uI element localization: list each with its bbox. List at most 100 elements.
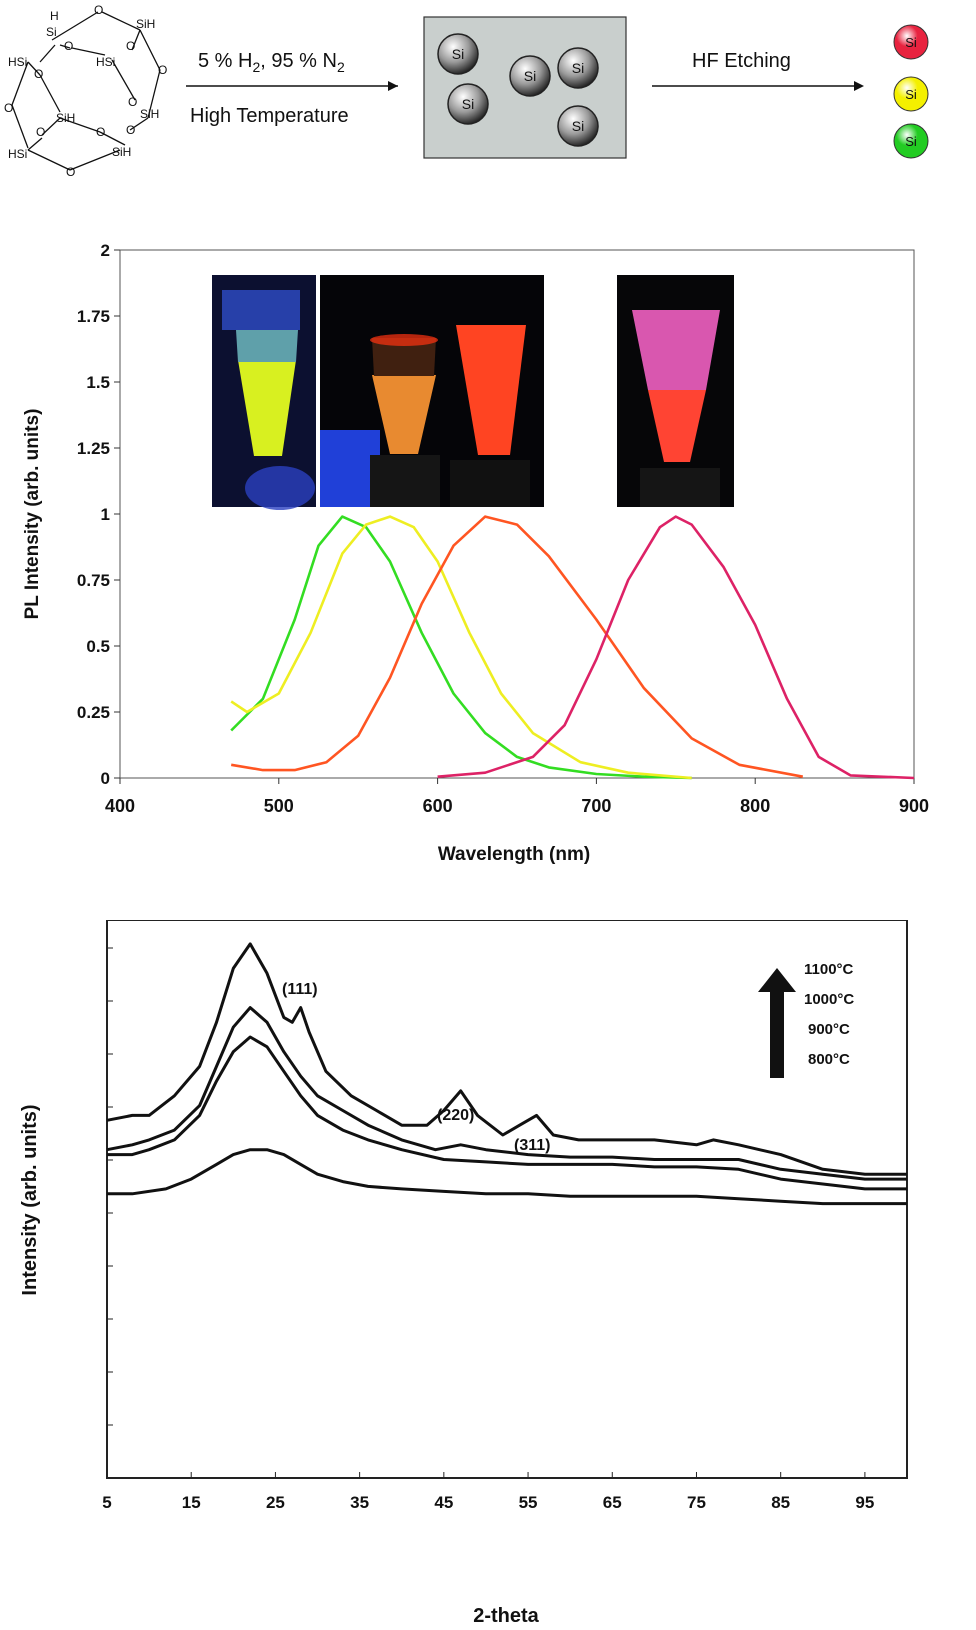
atom-label: O: [34, 67, 43, 81]
xrd-series-1000°C: [106, 1006, 907, 1181]
si-nanoparticle: Si: [557, 47, 599, 89]
peak-label-220: (220): [437, 1107, 474, 1124]
pl-y-tick-label: 2: [101, 241, 110, 260]
pl-series-lines: [230, 515, 915, 780]
legend-900: 900°C: [808, 1021, 850, 1038]
pl-y-tick-label: 0: [101, 769, 110, 788]
atom-label: Si: [46, 25, 57, 39]
legend-1000: 1000°C: [804, 991, 854, 1008]
peak-label-311: (311): [514, 1137, 550, 1154]
atom-label: O: [128, 95, 137, 109]
pl-x-tick-label: 700: [581, 796, 611, 816]
xrd-x-tick-label: 65: [603, 1493, 622, 1512]
pl-y-tick-label: 0.5: [86, 637, 110, 656]
pl-y-tick-label: 1: [101, 505, 110, 524]
pl-inset-photos: [212, 275, 734, 510]
pl-x-tick-label: 500: [264, 796, 294, 816]
pl-series-green: [230, 515, 692, 780]
product-si-particle: Si: [893, 24, 929, 60]
pl-series-yellow: [230, 515, 692, 780]
xrd-x-axis-label: 2-theta: [473, 1605, 539, 1627]
pl-series-magenta: [437, 515, 915, 780]
pl-y-tick-label: 1.25: [77, 439, 110, 458]
atom-label: SiH: [112, 145, 131, 159]
xrd-x-tick-label: 95: [855, 1493, 874, 1512]
pl-x-tick-label: 800: [740, 796, 770, 816]
xrd-y-minor-ticks: [107, 947, 113, 1426]
pl-y-tick-label: 0.75: [77, 571, 110, 590]
xrd-series-1100°C: [106, 942, 907, 1176]
atom-label: H: [50, 9, 59, 23]
atom-label: SiH: [56, 111, 75, 125]
atom-label: HSi: [96, 55, 115, 69]
product-particle-label: Si: [905, 134, 917, 149]
pl-y-tick-label: 0.25: [77, 703, 110, 722]
atom-label: O: [158, 63, 167, 77]
atom-label: SiH: [136, 17, 155, 31]
silsesquioxane-cage-molecule: [11, 11, 161, 171]
step2-arrowhead: [854, 81, 864, 91]
pl-x-tick-label: 900: [899, 796, 929, 816]
xrd-peak-annotations: (111) (220) (311): [282, 981, 550, 1154]
atom-label: O: [36, 125, 45, 139]
atom-label: HSi: [8, 147, 27, 161]
reaction-scheme: H Si O SiH HSi O HSi O O O O SiH SiH O O…: [4, 3, 929, 179]
legend-800: 800°C: [808, 1051, 850, 1068]
xrd-series-800°C: [107, 1148, 907, 1206]
atom-label: O: [126, 123, 135, 137]
xrd-legend: 1100°C 1000°C 900°C 800°C: [758, 961, 854, 1078]
xrd-series-900°C: [107, 1035, 907, 1191]
inset-photo-green-vial: [212, 275, 316, 510]
atom-label: O: [4, 101, 13, 115]
product-si-particle: Si: [893, 76, 929, 112]
atom-label: SiH: [140, 107, 159, 121]
pl-x-tick-label: 400: [105, 796, 135, 816]
pl-y-tick-label: 1.5: [86, 373, 110, 392]
inset-photo-orange-red-vials: [320, 275, 544, 507]
temperature-increase-arrow-icon: [758, 968, 796, 1078]
particle-label: Si: [452, 46, 464, 62]
legend-1100: 1100°C: [804, 961, 854, 978]
xrd-plot-frame: [106, 920, 908, 1479]
xrd-x-tick-label: 5: [102, 1493, 111, 1512]
step1-condition-temp: High Temperature: [190, 105, 349, 127]
peak-label-111: (111): [282, 981, 318, 998]
pl-x-axis-label: Wavelength (nm): [438, 844, 590, 865]
pl-x-tick-label: 600: [423, 796, 453, 816]
atom-label: O: [66, 165, 75, 179]
xrd-x-tick-label: 45: [434, 1493, 453, 1512]
xrd-x-tick-label: 75: [687, 1493, 706, 1512]
step2-condition: HF Etching: [692, 50, 791, 72]
xrd-y-axis-label: Intensity (arb. units): [19, 1104, 41, 1295]
pl-y-tick-label: 1.75: [77, 307, 110, 326]
atom-label: HSi: [8, 55, 27, 69]
xrd-x-tick-label: 35: [350, 1493, 369, 1512]
product-particle-label: Si: [905, 87, 917, 102]
atom-label: O: [96, 125, 105, 139]
molecule-atom-labels: H Si O SiH HSi O HSi O O O O SiH SiH O O…: [4, 3, 167, 179]
pl-spectra-chart: 0 0.25 0.5 0.75 1 1.25 1.5 1.75 2 400 500 600 700 80…: [22, 241, 929, 865]
atom-label: O: [64, 39, 73, 53]
si-nanoparticle: Si: [509, 55, 551, 97]
particle-label: Si: [524, 68, 536, 84]
xrd-x-tick-label: 55: [519, 1493, 538, 1512]
step1-condition-gas: 5 % H2, 95 % N2: [198, 50, 345, 75]
xrd-x-ticks: 5 15 25 35 45 55 65 75 85 95: [102, 1472, 874, 1512]
particle-label: Si: [572, 60, 584, 76]
pl-y-axis-label: PL Intensity (arb. units): [22, 409, 43, 620]
product-particle-label: Si: [905, 35, 917, 50]
xrd-series-lines: [106, 942, 907, 1206]
particle-group: Si Si Si Si Si: [437, 33, 599, 147]
atom-label: O: [94, 3, 103, 17]
pl-y-ticks: 0 0.25 0.5 0.75 1 1.25 1.5 1.75 2: [77, 241, 120, 788]
si-nanoparticle: Si: [437, 33, 479, 75]
xrd-chart: 5 15 25 35 45 55 65 75 85 95 (111) (220) (311) 11…: [19, 920, 908, 1627]
si-nanoparticle: Si: [557, 105, 599, 147]
xrd-x-tick-label: 85: [771, 1493, 790, 1512]
pl-series-red: [230, 515, 804, 778]
inset-photo-pink-vial: [617, 275, 734, 507]
product-particles: Si Si Si: [893, 24, 929, 159]
pl-x-ticks: 400 500 600 700 800 900: [105, 778, 929, 816]
xrd-x-tick-label: 15: [182, 1493, 201, 1512]
si-nanoparticle: Si: [447, 83, 489, 125]
